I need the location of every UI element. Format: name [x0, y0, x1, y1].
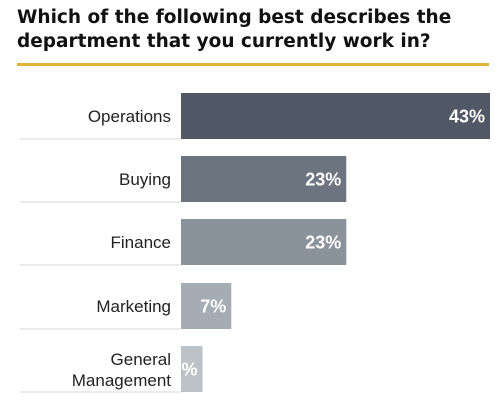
value-label-buying: 23%: [305, 170, 341, 190]
value-label-general-management: 3%: [172, 360, 198, 380]
category-label-finance: Finance: [111, 233, 171, 252]
chart-title: Which of the following best describes th…: [17, 7, 452, 52]
value-label-operations: 43%: [449, 107, 485, 127]
category-label-buying: Buying: [119, 170, 171, 189]
bar-operations: [181, 93, 490, 139]
bar-general-management: [181, 346, 203, 392]
bar-finance: [181, 219, 347, 265]
category-label-marketing: Marketing: [96, 297, 171, 316]
bar-buying: [181, 156, 347, 202]
bar-marketing: [181, 283, 232, 329]
value-label-marketing: 7%: [200, 297, 226, 317]
value-label-finance: 23%: [305, 233, 341, 253]
category-label-general-management: General Management: [72, 350, 172, 390]
title-underline: [17, 63, 489, 66]
category-label-operations: Operations: [88, 107, 171, 126]
